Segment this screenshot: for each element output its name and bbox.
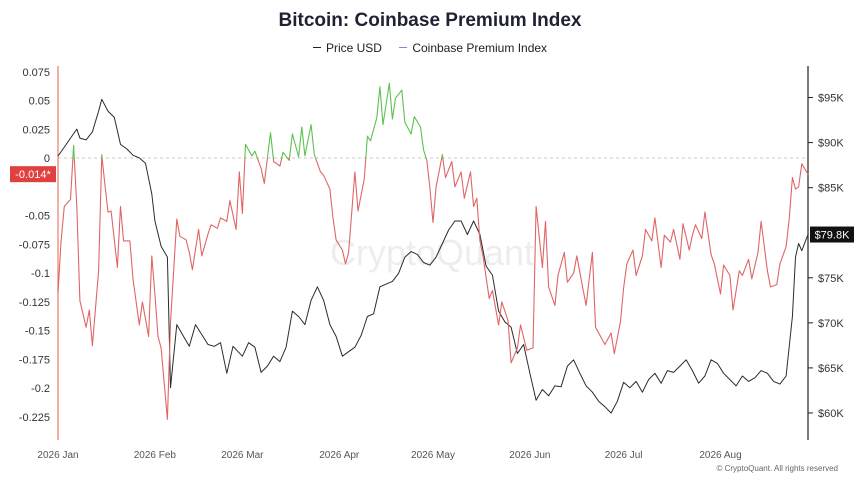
left-tick-label: -0.225 (19, 412, 50, 424)
right-tick-label: $65K (818, 363, 844, 375)
series-line-premium-positive[interactable] (72, 82, 444, 159)
x-tick-label: 2026 May (411, 450, 455, 461)
x-tick-label: 2026 Apr (319, 450, 360, 461)
price-value-badge (810, 226, 854, 243)
right-tick-label: $60K (818, 408, 844, 420)
left-tick-label: -0.15 (25, 326, 50, 338)
copyright-credit: © CryptoQuant. All rights reserved (716, 464, 839, 473)
x-tick-label: 2026 Aug (699, 450, 741, 461)
left-tick-label: 0.075 (22, 67, 50, 79)
price-value-badge-label: $79.8K (815, 230, 851, 242)
chart-title: Bitcoin: Coinbase Premium Index (278, 10, 582, 31)
left-tick-label: 0.025 (22, 124, 50, 136)
left-tick-label: -0.175 (19, 354, 50, 366)
right-tick-label: $85K (818, 183, 844, 195)
right-tick-label: $90K (818, 138, 844, 150)
x-axis-ticks: 2026 Jan 2026 Feb 2026 Mar 2026 Apr 2026 May… (37, 450, 741, 461)
right-tick-label: $95K (818, 93, 844, 105)
x-tick-label: 2026 Jul (605, 450, 643, 461)
legend: Price USD Coinbase Premium Index (0, 41, 860, 55)
right-tick-label: $70K (818, 318, 844, 330)
left-tick-label: -0.05 (25, 211, 50, 223)
value-badges: -0.014* $79.8K (10, 166, 854, 243)
x-tick-label: 2026 Jun (509, 450, 550, 461)
legend-swatch-price (312, 47, 321, 49)
right-axis-ticks: $95K $90K $85K $75K $70K $65K $60K (808, 93, 844, 420)
left-tick-label: -0.125 (19, 297, 50, 309)
legend-label-premium: Coinbase Premium Index (412, 41, 548, 55)
left-tick-label: -0.075 (19, 239, 50, 251)
watermark: CryptoQuant (330, 232, 534, 273)
left-tick-label: -0.1 (31, 268, 50, 280)
x-tick-label: 2026 Jan (37, 450, 78, 461)
premium-value-badge-label: -0.014* (15, 169, 51, 181)
series-line-price[interactable] (57, 98, 809, 414)
legend-item-premium[interactable]: Coinbase Premium Index (399, 41, 547, 55)
left-tick-label: -0.2 (31, 383, 50, 395)
legend-item-price[interactable]: Price USD (312, 41, 382, 55)
legend-swatch-premium (399, 47, 408, 49)
series-layer (57, 82, 809, 420)
x-tick-label: 2026 Mar (221, 450, 264, 461)
left-axis-ticks: 0.075 0.05 0.025 0 -0.05 -0.075 -0.1 -0.125 -0.1… (19, 67, 50, 424)
legend-label-price: Price USD (325, 41, 382, 55)
left-tick-label: 0 (44, 153, 50, 165)
right-tick-label: $75K (818, 273, 844, 285)
series-line-premium-negative[interactable] (57, 157, 809, 420)
left-tick-label: 0.05 (29, 96, 50, 108)
premium-value-badge (10, 166, 56, 183)
x-tick-label: 2026 Feb (134, 450, 177, 461)
